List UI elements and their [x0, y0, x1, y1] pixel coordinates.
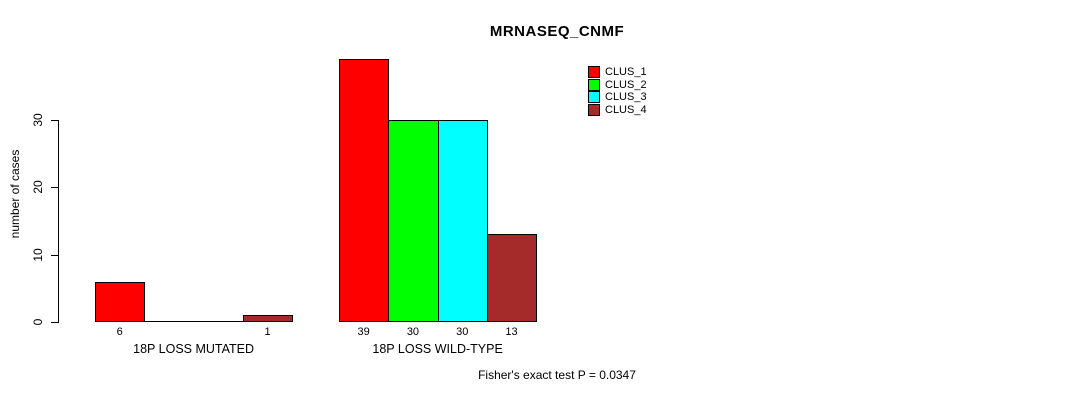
legend-label: CLUS_1	[605, 66, 647, 78]
legend-item-clus_2: CLUS_2	[588, 78, 647, 91]
bar-value-label: 30	[456, 326, 469, 338]
bar-clus_3	[437, 120, 488, 322]
legend-swatch-icon	[588, 91, 600, 103]
y-axis-tick	[51, 187, 58, 189]
bar-value-label: 1	[264, 326, 271, 338]
legend-swatch-icon	[588, 78, 600, 91]
y-tick-label: 20	[31, 180, 45, 195]
y-tick-label: 0	[31, 318, 45, 326]
y-tick-label: 30	[31, 113, 45, 127]
legend-label: CLUS_3	[605, 91, 647, 103]
legend-item-clus_4: CLUS_4	[588, 103, 647, 116]
bar-value-label: 13	[505, 326, 518, 338]
bar-value-label: 30	[406, 326, 420, 338]
group-baseline	[95, 321, 293, 322]
bar-clus_1	[339, 59, 390, 322]
y-axis-tick	[51, 322, 58, 323]
bar-clus_4	[486, 234, 538, 322]
legend-item-clus_3: CLUS_3	[588, 91, 647, 103]
chart-title: MRNASEQ_CNMF	[489, 23, 625, 40]
y-axis-line	[58, 120, 59, 323]
legend-item-clus_1: CLUS_1	[588, 66, 647, 78]
bar-value-label: 6	[116, 326, 123, 338]
legend-swatch-icon	[588, 103, 600, 116]
group-label: 18P LOSS MUTATED	[133, 342, 255, 356]
y-axis-tick	[51, 254, 58, 256]
y-tick-label: 10	[31, 247, 45, 262]
y-axis-tick	[51, 120, 58, 121]
legend-label: CLUS_4	[605, 103, 647, 116]
legend: CLUS_1 CLUS_2 CLUS_3 CLUS_4	[588, 66, 647, 116]
footnote-text: Fisher's exact test P = 0.0347	[478, 368, 636, 382]
bar-value-label: 39	[357, 326, 370, 338]
group-label: 18P LOSS WILD-TYPE	[372, 342, 503, 356]
bar-clus_4	[242, 315, 294, 322]
legend-swatch-icon	[588, 66, 600, 78]
bar-clus_1	[95, 281, 146, 322]
legend-label: CLUS_2	[605, 78, 647, 91]
bar-clus_2	[388, 120, 439, 322]
